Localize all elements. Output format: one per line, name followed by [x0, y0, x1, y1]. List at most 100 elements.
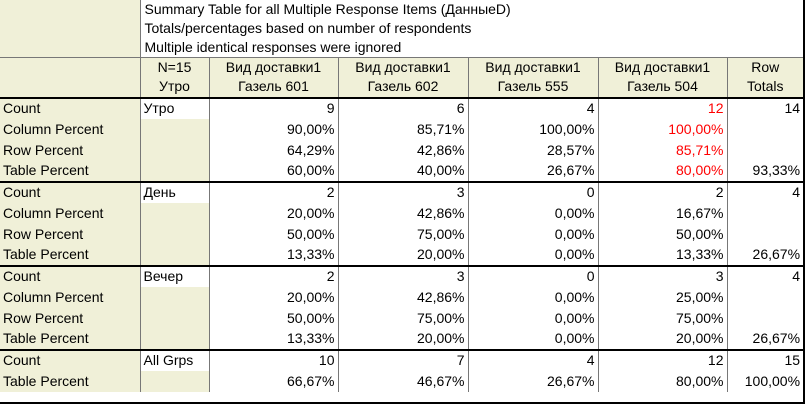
row-total-cell[interactable]: [727, 203, 803, 224]
value-cell[interactable]: 85,71%: [598, 139, 728, 161]
row-label[interactable]: Table Percent: [0, 370, 141, 392]
row-total-cell[interactable]: 26,67%: [752, 246, 801, 262]
value-cell[interactable]: 0,00%: [468, 223, 599, 245]
group-label[interactable]: [140, 223, 210, 245]
row-label[interactable]: Column Percent: [0, 118, 141, 140]
value-cell[interactable]: 13,33%: [209, 244, 339, 266]
value-cell[interactable]: 80,00%: [598, 370, 728, 392]
value-cell[interactable]: 20,00%: [209, 202, 339, 224]
row-total-cell[interactable]: [727, 224, 803, 245]
row-total-cell[interactable]: [727, 287, 803, 308]
group-label[interactable]: [140, 118, 210, 140]
value-cell[interactable]: 13,33%: [209, 328, 339, 350]
value-cell[interactable]: 50,00%: [209, 307, 339, 329]
value-cell[interactable]: 9: [209, 96, 339, 119]
group-label[interactable]: [140, 160, 210, 182]
group-label[interactable]: [140, 202, 210, 224]
value-cell[interactable]: 26,67%: [468, 370, 599, 392]
value-cell[interactable]: 3: [598, 264, 728, 287]
value-cell[interactable]: 100,00%: [468, 118, 599, 140]
value-cell[interactable]: 4: [468, 96, 599, 119]
row-label[interactable]: Row Percent: [0, 139, 141, 161]
value-cell[interactable]: 2: [209, 180, 339, 203]
row-label[interactable]: Column Percent: [0, 286, 141, 308]
value-cell[interactable]: 42,86%: [338, 286, 469, 308]
row-label[interactable]: Table Percent: [0, 160, 141, 182]
row-total-cell[interactable]: [727, 308, 803, 329]
group-label[interactable]: [140, 244, 210, 266]
row-total-cell[interactable]: 26,67%: [752, 330, 801, 346]
value-cell[interactable]: 46,67%: [338, 370, 469, 392]
value-cell[interactable]: 4: [468, 348, 599, 371]
group-label[interactable]: День: [140, 180, 210, 203]
value-cell[interactable]: 50,00%: [209, 223, 339, 245]
value-cell[interactable]: 90,00%: [209, 118, 339, 140]
row-label[interactable]: Table Percent: [0, 244, 141, 266]
row-total-cell[interactable]: 14: [727, 96, 804, 119]
value-cell[interactable]: 20,00%: [209, 286, 339, 308]
value-cell[interactable]: 85,71%: [338, 118, 469, 140]
group-label[interactable]: Вечер: [140, 264, 210, 287]
group-label[interactable]: [140, 286, 210, 308]
value-cell[interactable]: 75,00%: [338, 223, 469, 245]
value-cell[interactable]: 60,00%: [209, 160, 339, 182]
row-label[interactable]: Row Percent: [0, 223, 141, 245]
row-label[interactable]: Row Percent: [0, 307, 141, 329]
value-cell[interactable]: 7: [338, 348, 469, 371]
value-cell[interactable]: 42,86%: [338, 202, 469, 224]
value-cell[interactable]: 25,00%: [598, 286, 728, 308]
row-total-cell[interactable]: [727, 140, 803, 161]
group-label[interactable]: [140, 139, 210, 161]
value-cell[interactable]: 13,33%: [598, 244, 728, 266]
row-label[interactable]: Count: [0, 96, 141, 119]
group-label[interactable]: [140, 307, 210, 329]
column-header-gazel-504[interactable]: Вид доставки1 Газель 504: [598, 57, 728, 98]
row-total-cell[interactable]: 4: [727, 180, 804, 203]
column-header-gazel-555[interactable]: Вид доставки1 Газель 555: [468, 57, 599, 98]
column-header-gazel-602[interactable]: Вид доставки1 Газель 602: [338, 57, 469, 98]
value-cell[interactable]: 3: [338, 180, 469, 203]
value-cell[interactable]: 40,00%: [338, 160, 469, 182]
row-label[interactable]: Count: [0, 348, 141, 371]
column-header-gazel-601[interactable]: Вид доставки1 Газель 601: [209, 57, 339, 98]
row-total-cell[interactable]: 93,33%: [752, 162, 801, 178]
value-cell[interactable]: 6: [338, 96, 469, 119]
value-cell[interactable]: 12: [598, 348, 728, 371]
group-label[interactable]: Утро: [140, 96, 210, 119]
value-cell[interactable]: 20,00%: [598, 328, 728, 350]
value-cell[interactable]: 20,00%: [338, 328, 469, 350]
value-cell[interactable]: 28,57%: [468, 139, 599, 161]
value-cell[interactable]: 75,00%: [338, 307, 469, 329]
value-cell[interactable]: 75,00%: [598, 307, 728, 329]
group-label[interactable]: [140, 328, 210, 350]
row-total-cell[interactable]: 4: [727, 264, 804, 287]
value-cell[interactable]: 42,86%: [338, 139, 469, 161]
value-cell[interactable]: 2: [209, 264, 339, 287]
row-label[interactable]: Count: [0, 180, 141, 203]
value-cell[interactable]: 2: [598, 180, 728, 203]
value-cell[interactable]: 10: [209, 348, 339, 371]
value-cell[interactable]: 0: [468, 264, 599, 287]
value-cell[interactable]: 66,67%: [209, 370, 339, 392]
row-total-cell[interactable]: [727, 119, 803, 140]
value-cell[interactable]: 64,29%: [209, 139, 339, 161]
group-label[interactable]: [140, 370, 210, 392]
row-total-cell[interactable]: 100,00%: [744, 372, 801, 389]
value-cell[interactable]: 0,00%: [468, 286, 599, 308]
value-cell[interactable]: 50,00%: [598, 223, 728, 245]
value-cell[interactable]: 0,00%: [468, 328, 599, 350]
row-total-cell[interactable]: 15: [727, 348, 804, 371]
column-header-row-totals[interactable]: Row Totals: [727, 57, 804, 98]
row-label[interactable]: Table Percent: [0, 328, 141, 350]
row-label[interactable]: Column Percent: [0, 202, 141, 224]
value-cell[interactable]: 80,00%: [598, 160, 728, 182]
row-label[interactable]: Count: [0, 264, 141, 287]
value-cell[interactable]: 0,00%: [468, 307, 599, 329]
value-cell[interactable]: 16,67%: [598, 202, 728, 224]
group-label[interactable]: All Grps: [140, 348, 210, 371]
group-column-header[interactable]: N=15 Утро: [140, 57, 210, 98]
value-cell[interactable]: 0: [468, 180, 599, 203]
value-cell[interactable]: 100,00%: [598, 118, 728, 140]
value-cell[interactable]: 3: [338, 264, 469, 287]
value-cell[interactable]: 0,00%: [468, 202, 599, 224]
